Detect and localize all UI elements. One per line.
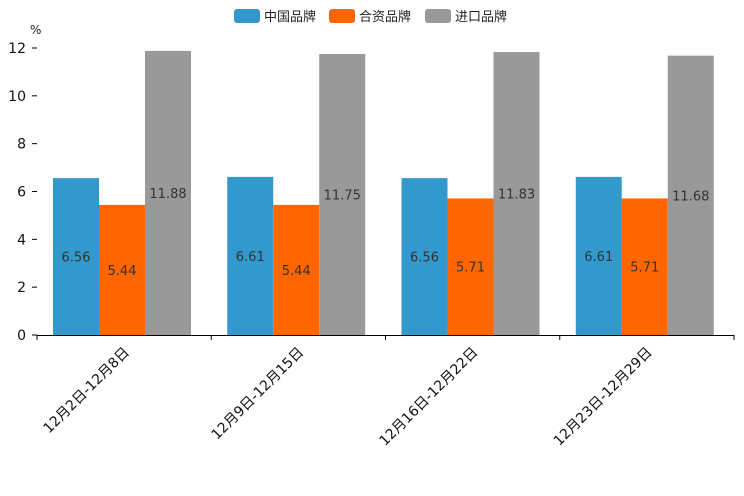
- x-category-label: 12月2日-12月8日: [41, 345, 133, 437]
- legend-swatch-1: [234, 9, 260, 23]
- data-label-2-2: 5.44: [282, 264, 311, 279]
- y-tick-label: 10: [8, 89, 26, 105]
- data-label-3-1: 11.88: [149, 187, 186, 202]
- bar-1-4: [575, 176, 622, 335]
- bar-3-2: [319, 53, 366, 336]
- data-label-1-1: 6.56: [62, 251, 91, 266]
- x-category-label: 12月16日-12月22日: [376, 345, 481, 450]
- y-tick-label: 4: [17, 232, 26, 248]
- bar-2-2: [273, 204, 320, 335]
- data-label-2-1: 5.44: [108, 264, 137, 279]
- data-label-3-3: 11.83: [498, 188, 535, 203]
- bar-1-1: [53, 178, 99, 335]
- bar-2-3: [447, 198, 494, 335]
- bar-2-1: [99, 204, 145, 335]
- legend-swatch-2: [329, 9, 355, 23]
- legend-label-2: 合资品牌: [359, 9, 411, 25]
- data-label-1-3: 6.56: [410, 251, 439, 266]
- y-axis: 0 2 4 6 8 10 12: [8, 41, 37, 344]
- x-category-label: 12月23日-12月29日: [551, 345, 656, 450]
- y-tick-label: 8: [17, 137, 26, 153]
- data-label-1-2: 6.61: [236, 250, 265, 265]
- x-axis: 12月2日-12月8日 12月9日-12月15日 12月16日-12月22日 12月2…: [36, 335, 735, 450]
- x-category-label: 12月9日-12月15日: [209, 345, 308, 444]
- y-axis-unit-label: %: [30, 23, 41, 37]
- bar-3-3: [493, 52, 540, 336]
- legend-label-1: 中国品牌: [264, 9, 316, 25]
- bar-1-3: [401, 178, 448, 335]
- y-tick-label: 6: [17, 185, 26, 201]
- data-labels: 6.56 5.44 11.88 6.61 5.44 11.75 6.56 5.71 11.83 6…: [62, 187, 710, 279]
- data-label-2-4: 5.71: [630, 261, 659, 276]
- y-tick-label: 0: [17, 328, 26, 344]
- bar-2-4: [621, 198, 668, 335]
- bars: [53, 50, 714, 336]
- legend-label-3: 进口品牌: [455, 9, 507, 25]
- y-tick-label: 12: [8, 41, 26, 57]
- data-label-2-3: 5.71: [456, 261, 485, 276]
- data-label-3-2: 11.75: [324, 188, 361, 203]
- data-label-3-4: 11.68: [672, 189, 709, 204]
- bar-3-4: [667, 55, 714, 336]
- legend-swatch-3: [425, 9, 451, 23]
- bar-1-2: [227, 176, 274, 335]
- data-label-1-4: 6.61: [584, 250, 613, 265]
- y-tick-label: 2: [17, 280, 26, 296]
- bar-3-1: [145, 50, 191, 336]
- legend: 中国品牌 合资品牌 进口品牌: [234, 9, 507, 25]
